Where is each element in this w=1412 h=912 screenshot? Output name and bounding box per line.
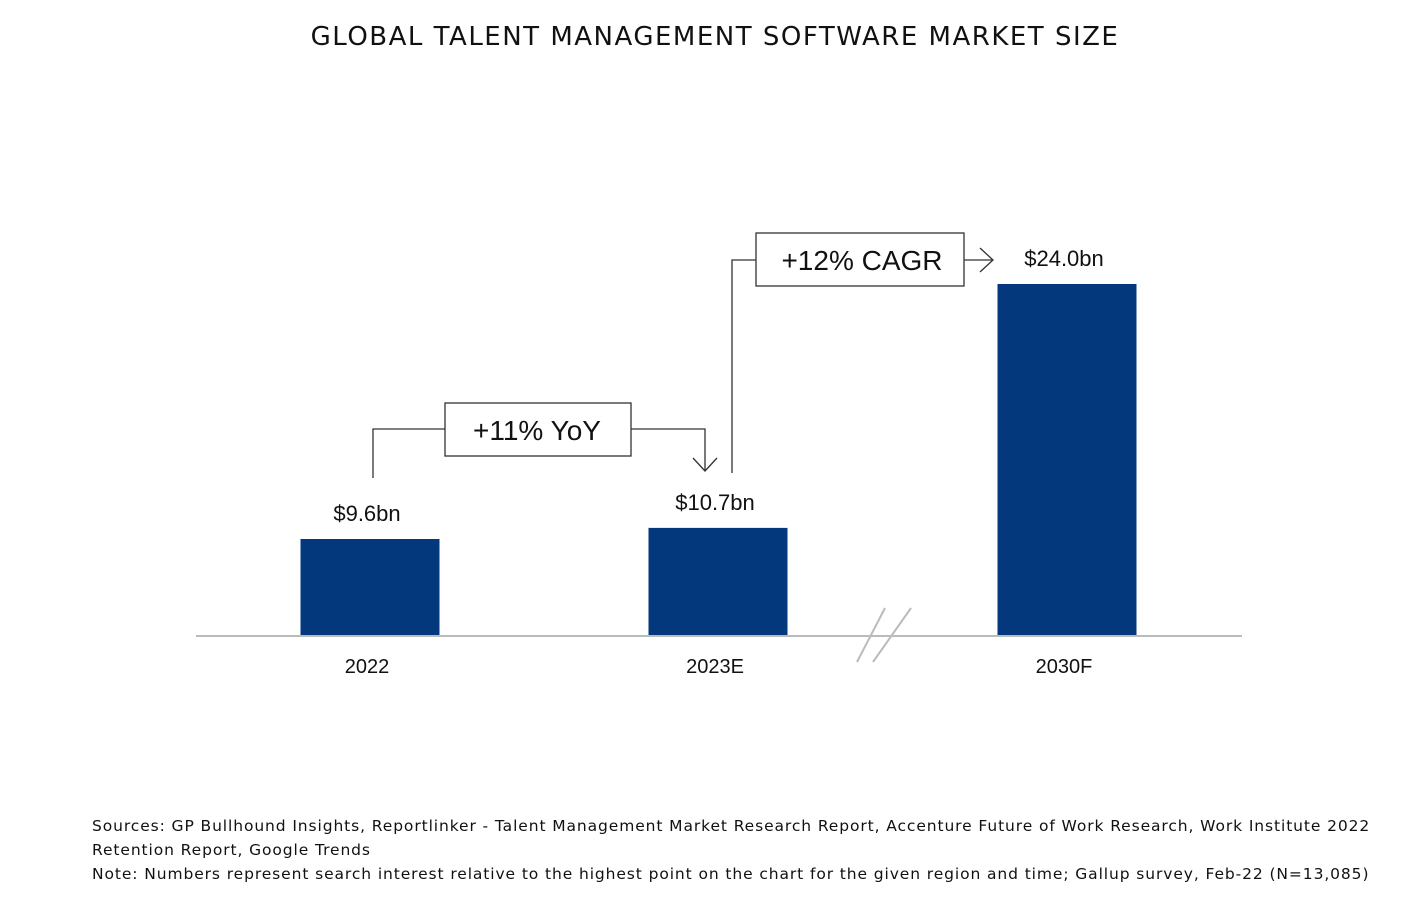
annotations-layer: +11% YoY +12% CAGR [372, 232, 994, 478]
data-label-2022: $9.6bn [333, 501, 400, 526]
axis-layer [196, 607, 1242, 663]
bar-2022 [300, 539, 440, 636]
yoy-annotation-label: +11% YoY [473, 415, 601, 446]
x-tick-label-2023e: 2023E [686, 656, 744, 678]
arrow-right-icon [979, 247, 994, 273]
chart-title: GLOBAL TALENT MANAGEMENT SOFTWARE MARKET… [310, 22, 1120, 52]
axis-break-mark [856, 607, 886, 663]
bars-layer [300, 284, 1137, 636]
bar-2023e [648, 527, 788, 636]
labels-layer: $9.6bn 2022 $10.7bn 2023E $24.0bn 2030F [333, 246, 1103, 678]
cagr-annotation-label: +12% CAGR [781, 245, 942, 276]
axis-break-mark [872, 607, 912, 663]
bar-chart: $9.6bn 2022 $10.7bn 2023E $24.0bn 2030F +11% … [196, 232, 1242, 678]
x-tick-label-2030f: 2030F [1036, 656, 1093, 678]
yoy-annotation-box [444, 402, 632, 457]
data-label-2030f: $24.0bn [1024, 246, 1104, 271]
bar-2030f [997, 284, 1137, 636]
yoy-arrow-line [631, 428, 706, 470]
methodology-note: Note: Numbers represent search interest … [92, 865, 1370, 883]
sources-note: Sources: GP Bullhound Insights, Reportli… [92, 817, 1371, 859]
footnotes: Sources: GP Bullhound Insights, Reportli… [92, 814, 1392, 886]
x-tick-label-2022: 2022 [345, 656, 390, 678]
cagr-connector-line [731, 259, 756, 473]
yoy-connector-line [372, 428, 445, 478]
arrow-down-icon [692, 457, 718, 472]
data-label-2023e: $10.7bn [675, 490, 755, 515]
